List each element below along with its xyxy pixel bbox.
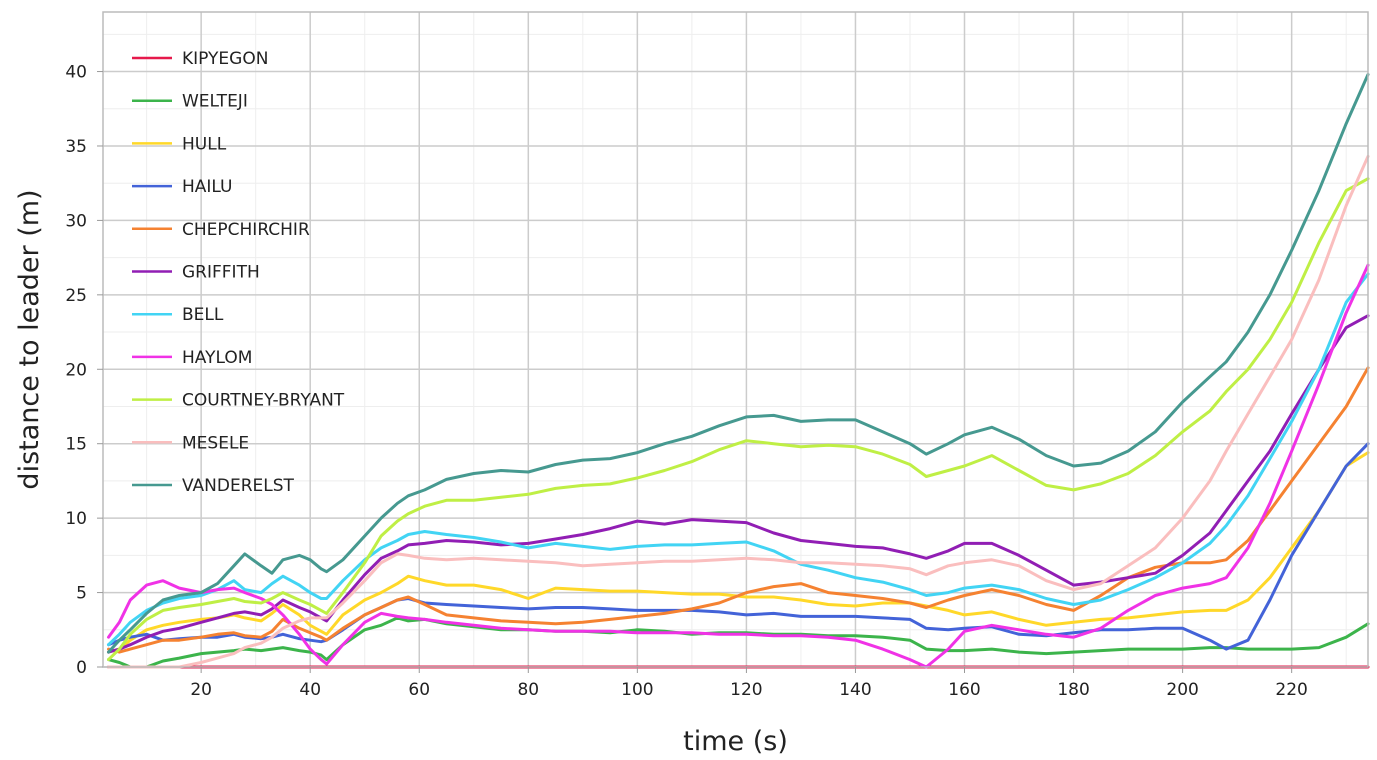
series-line-mesele	[107, 154, 1370, 669]
legend-item: BELL	[132, 305, 224, 325]
y-tick-label: 20	[65, 360, 87, 380]
legend-item: KIPYEGON	[132, 49, 268, 69]
legend-item: VANDERELST	[132, 476, 295, 496]
y-tick-label: 5	[76, 584, 87, 604]
legend-label: BELL	[182, 305, 224, 325]
legend-label: MESELE	[182, 433, 249, 453]
series-line-haylom	[107, 263, 1370, 669]
y-axis-title: distance to leader (m)	[14, 189, 45, 489]
series-line-griffith	[107, 314, 1370, 654]
plot-frame	[102, 11, 1369, 668]
legend-label: COURTNEY-BRYANT	[182, 391, 345, 411]
axis-ticks: 20 40 60 80 100 120 140 160 180 200 220 0 5 10 15 20 25 3…	[65, 63, 1308, 700]
legend-item: GRIFFITH	[132, 263, 260, 283]
x-tick-label: 80	[517, 680, 539, 700]
legend-label: HAYLOM	[182, 348, 252, 368]
y-tick-label: 30	[65, 211, 87, 231]
legend-label: GRIFFITH	[182, 263, 260, 283]
series-line-vanderelst	[107, 73, 1370, 654]
legend-item: HAYLOM	[132, 348, 252, 368]
y-tick-label: 35	[65, 137, 87, 157]
y-tick-label: 25	[65, 286, 87, 306]
x-tick-label: 140	[839, 680, 871, 700]
series-line-welteji	[107, 616, 1370, 669]
x-tick-label: 20	[190, 680, 212, 700]
x-axis-title: time (s)	[683, 726, 788, 757]
legend-label: VANDERELST	[182, 476, 295, 496]
legend-label: HULL	[182, 134, 227, 154]
x-tick-label: 40	[299, 680, 321, 700]
legend-label: CHEPCHIRCHIR	[182, 220, 310, 240]
y-tick-label: 40	[65, 63, 87, 83]
series-line-bell	[107, 272, 1370, 647]
legend-item: MESELE	[132, 433, 249, 453]
x-tick-label: 120	[730, 680, 762, 700]
series-lines	[107, 73, 1370, 669]
x-tick-label: 60	[408, 680, 430, 700]
x-tick-label: 100	[621, 680, 653, 700]
x-tick-label: 220	[1275, 680, 1307, 700]
legend-item: HAILU	[132, 177, 233, 197]
y-tick-label: 15	[65, 435, 87, 455]
legend: KIPYEGON WELTEJI HULL HAILU CHEPCHIRCHIR GRIF…	[132, 49, 345, 496]
legend-label: KIPYEGON	[182, 49, 268, 69]
legend-label: WELTEJI	[182, 92, 248, 112]
x-tick-label: 180	[1057, 680, 1089, 700]
series-line-courtney-bryant	[107, 177, 1370, 662]
legend-item: CHEPCHIRCHIR	[132, 220, 310, 240]
series-line-hailu	[107, 442, 1370, 651]
x-tick-label: 160	[948, 680, 980, 700]
legend-item: WELTEJI	[132, 92, 248, 112]
y-tick-label: 0	[76, 658, 87, 678]
legend-item: COURTNEY-BRYANT	[132, 391, 345, 411]
legend-item: HULL	[132, 134, 227, 154]
y-tick-label: 10	[65, 509, 87, 529]
legend-label: HAILU	[182, 177, 233, 197]
x-tick-label: 200	[1166, 680, 1198, 700]
grid	[103, 12, 1368, 668]
series-line-hull	[107, 451, 1370, 654]
